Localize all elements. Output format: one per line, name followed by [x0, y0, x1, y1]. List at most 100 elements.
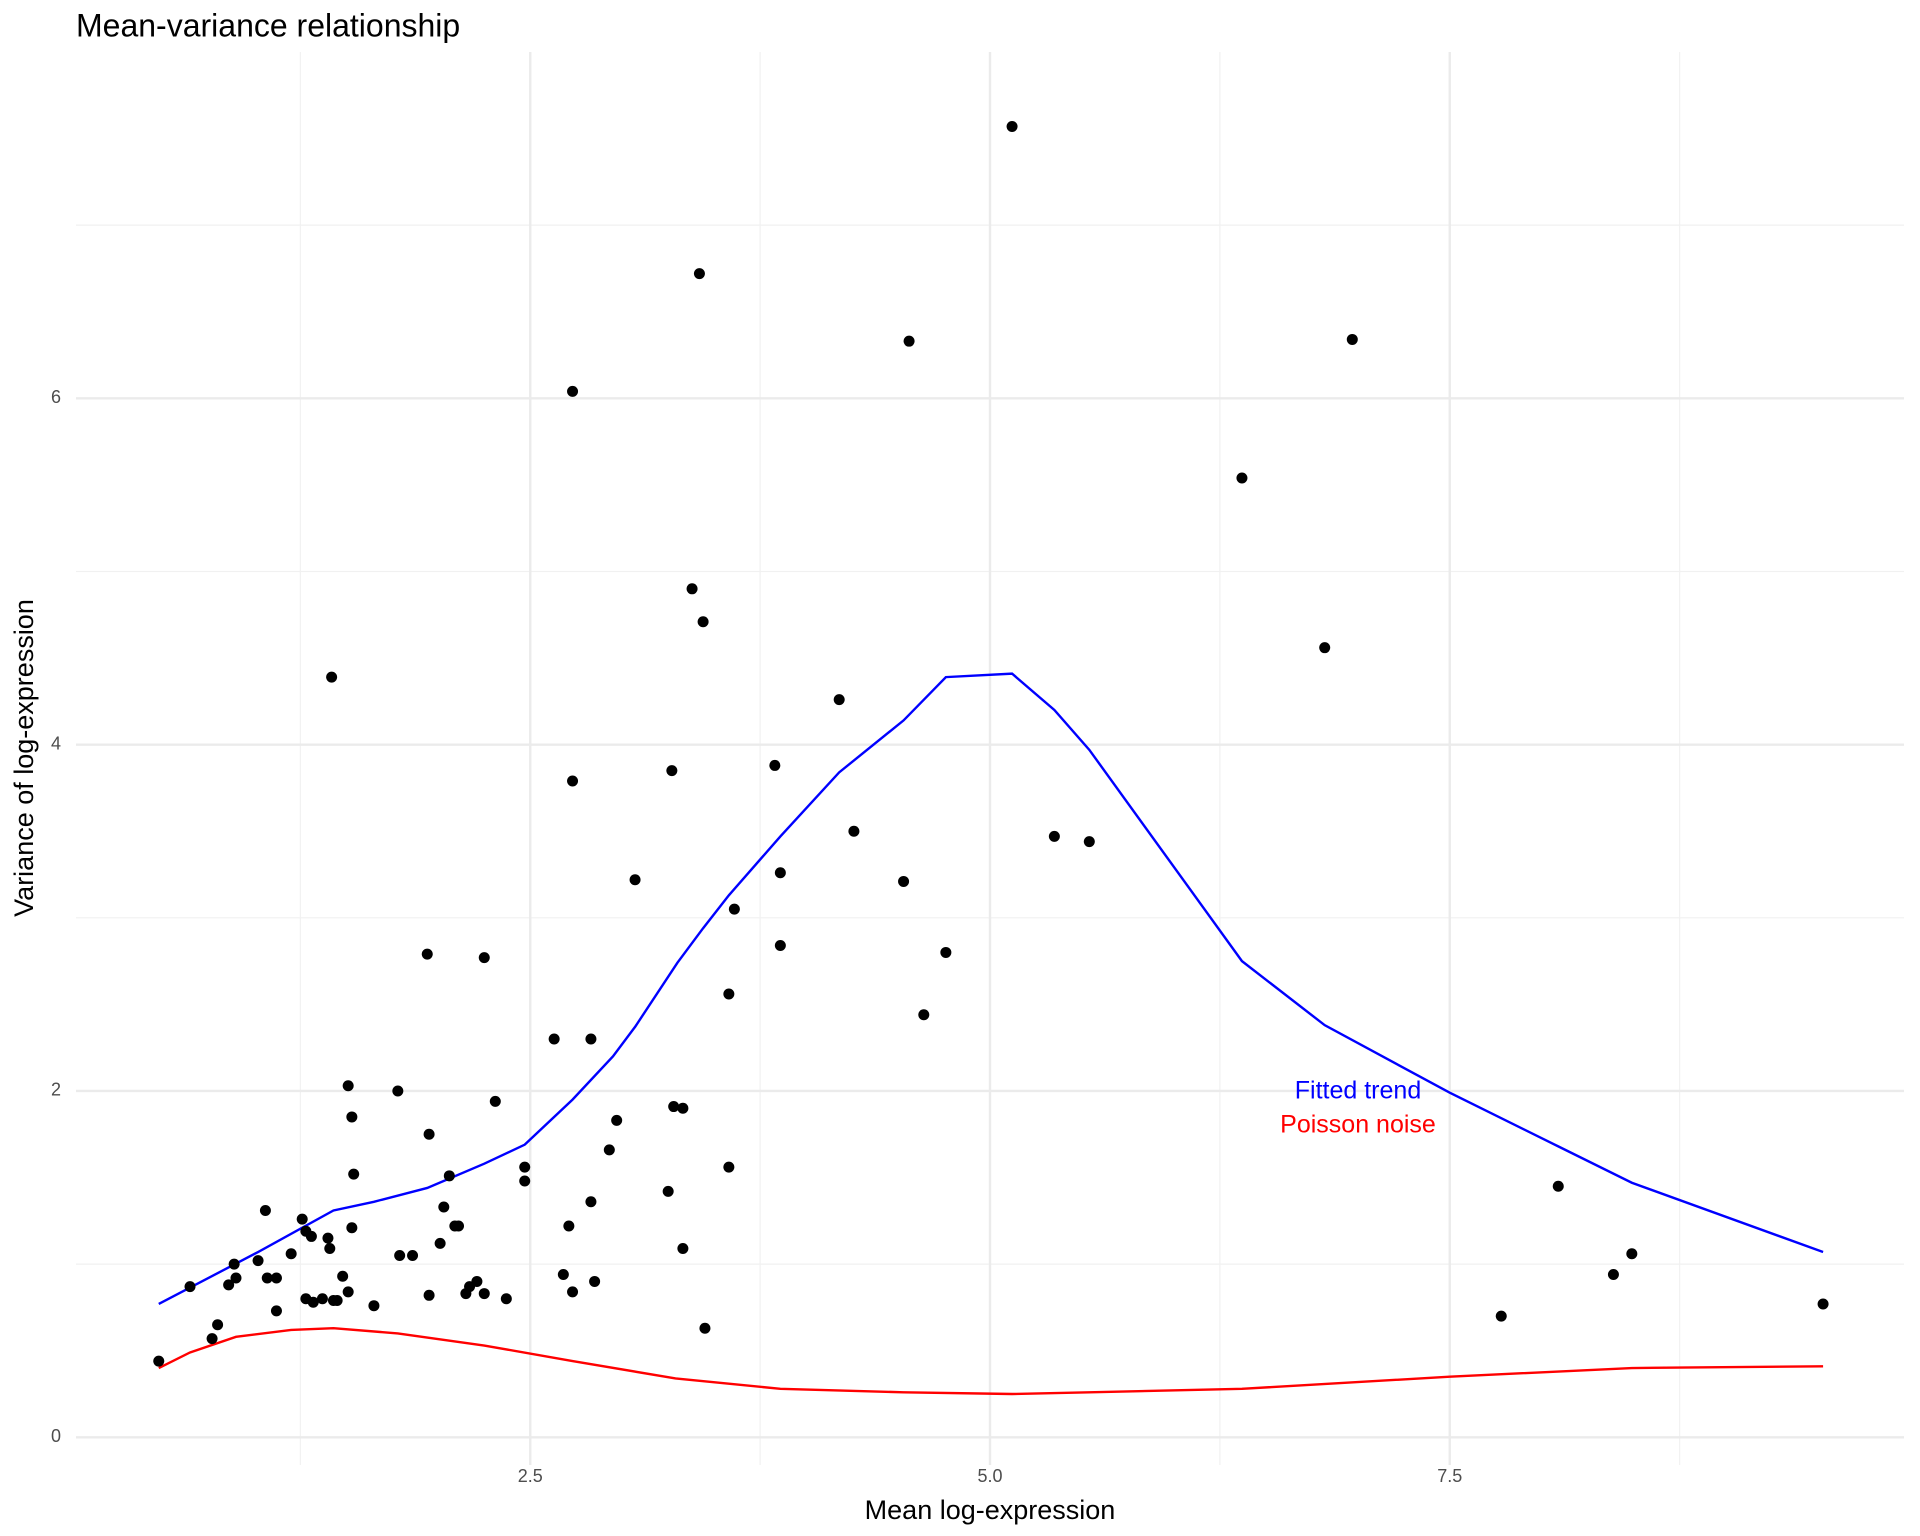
point — [1817, 1298, 1829, 1310]
point — [407, 1249, 419, 1261]
chart-title: Mean-variance relationship — [76, 7, 460, 43]
point — [769, 759, 781, 771]
point — [519, 1161, 531, 1173]
point — [212, 1319, 224, 1331]
trend-line — [158, 672, 1824, 1306]
point — [316, 1293, 328, 1305]
point — [342, 1286, 354, 1298]
point — [478, 1288, 490, 1300]
point — [326, 671, 338, 683]
point — [940, 946, 952, 958]
point — [668, 1101, 680, 1113]
point — [548, 1033, 560, 1045]
line-label: Poisson noise — [1280, 1111, 1436, 1139]
point — [603, 1144, 615, 1156]
point — [693, 268, 705, 280]
point — [629, 874, 641, 886]
point — [686, 583, 698, 595]
y-tick-label: 6 — [51, 387, 61, 407]
point — [898, 875, 910, 887]
point — [184, 1281, 196, 1293]
point — [699, 1322, 711, 1334]
point — [723, 988, 735, 1000]
point — [662, 1185, 674, 1197]
point — [346, 1111, 358, 1123]
point — [342, 1080, 354, 1092]
point — [567, 385, 579, 397]
point — [563, 1220, 575, 1232]
point — [443, 1170, 455, 1182]
point — [611, 1114, 623, 1126]
point — [677, 1102, 689, 1114]
y-tick-label: 2 — [51, 1080, 61, 1100]
x-tick-label: 2.5 — [518, 1466, 543, 1486]
point — [438, 1201, 450, 1213]
point — [305, 1230, 317, 1242]
point — [346, 1222, 358, 1234]
point — [1552, 1180, 1564, 1192]
point — [557, 1269, 569, 1281]
point — [1083, 836, 1095, 848]
point — [478, 952, 490, 964]
point — [153, 1355, 165, 1367]
point — [206, 1333, 218, 1345]
x-tick-label: 7.5 — [1437, 1466, 1462, 1486]
point — [307, 1296, 319, 1308]
point — [774, 940, 786, 952]
point — [567, 775, 579, 787]
point — [394, 1249, 406, 1261]
y-axis-title: Variance of log-expression — [9, 599, 39, 917]
point — [918, 1009, 930, 1021]
point — [567, 1286, 579, 1298]
point — [519, 1175, 531, 1187]
point — [270, 1305, 282, 1317]
trend-line — [158, 1326, 1824, 1396]
point — [270, 1272, 282, 1284]
x-axis-title: Mean log-expression — [865, 1495, 1116, 1525]
y-tick-label: 4 — [51, 733, 61, 753]
point — [1006, 120, 1018, 132]
point — [322, 1232, 334, 1244]
y-tick-label: 0 — [51, 1426, 61, 1446]
point — [261, 1272, 273, 1284]
point — [489, 1095, 501, 1107]
point — [337, 1270, 349, 1282]
point — [331, 1294, 343, 1306]
point — [1048, 830, 1060, 842]
point — [848, 825, 860, 837]
point — [453, 1220, 465, 1232]
point — [296, 1213, 308, 1225]
point — [585, 1033, 597, 1045]
point — [833, 694, 845, 706]
point — [252, 1255, 264, 1267]
point — [666, 765, 678, 777]
point — [1346, 333, 1358, 345]
point — [1495, 1310, 1507, 1322]
point — [471, 1275, 483, 1287]
x-tick-label: 5.0 — [977, 1466, 1002, 1486]
point — [421, 948, 433, 960]
point — [368, 1300, 380, 1312]
line-label: Fitted trend — [1295, 1077, 1421, 1105]
point — [1626, 1248, 1638, 1260]
point — [500, 1293, 512, 1305]
point — [324, 1243, 336, 1255]
point — [392, 1085, 404, 1097]
point — [903, 335, 915, 347]
point — [677, 1243, 689, 1255]
point — [723, 1161, 735, 1173]
point — [1236, 472, 1248, 484]
point — [697, 616, 709, 628]
point — [728, 903, 740, 915]
point — [259, 1204, 271, 1216]
point — [589, 1275, 601, 1287]
point — [774, 867, 786, 879]
point — [1607, 1269, 1619, 1281]
point — [1319, 642, 1331, 654]
point — [228, 1258, 240, 1270]
point — [230, 1272, 242, 1284]
point — [348, 1168, 360, 1180]
point — [223, 1279, 235, 1291]
